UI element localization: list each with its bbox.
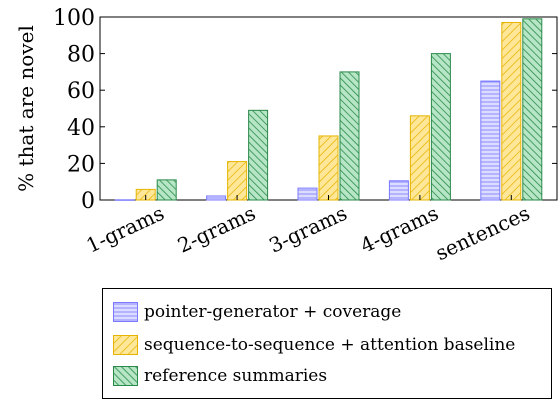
y-tick-label: 40 — [67, 116, 95, 141]
bar-2-grams-series-3 — [248, 109, 269, 201]
legend-swatch — [113, 302, 138, 322]
bar-4-grams-series-1 — [388, 180, 409, 201]
bar-4-grams-series-2 — [409, 115, 430, 201]
bar-2-grams-series-2 — [227, 161, 248, 201]
x-tick-label: 4-grams — [357, 201, 442, 258]
bar-sentences-series-2 — [501, 21, 522, 201]
bar-chart: 0 20 40 60 80 100 % that are novel 1-grams 2-gra… — [14, 6, 558, 265]
y-tick-label: 0 — [81, 189, 95, 214]
x-tick-label: 1-grams — [82, 201, 167, 258]
legend-item: sequence-to-sequence + attention baselin… — [113, 330, 515, 360]
bar-sentences-series-3 — [522, 18, 543, 201]
legend-label: reference summaries — [144, 366, 328, 386]
bar-4-grams-series-3 — [430, 53, 451, 201]
bar-3-grams-series-2 — [318, 135, 339, 201]
bar-3-grams-series-3 — [339, 71, 360, 201]
y-tick-label: 80 — [67, 43, 95, 68]
y-tick-label: 20 — [67, 152, 95, 177]
chart-legend: pointer-generator + coverage sequence-to-… — [102, 288, 552, 399]
bar-3-grams-series-1 — [297, 187, 318, 201]
bar-sentences-series-1 — [480, 80, 501, 201]
bar-1-grams-series-3 — [156, 179, 177, 201]
x-tick-label: 3-grams — [265, 201, 350, 258]
y-tick-label: 60 — [67, 79, 95, 104]
bar-2-grams-series-1 — [206, 195, 227, 201]
x-tick-label: 2-grams — [174, 201, 259, 258]
legend-item: pointer-generator + coverage — [113, 297, 401, 327]
legend-swatch — [113, 335, 138, 355]
y-axis-label: % that are novel — [14, 25, 38, 192]
legend-label: sequence-to-sequence + attention baselin… — [144, 335, 516, 355]
legend-item: reference summaries — [113, 361, 327, 391]
bar-1-grams-series-1 — [114, 199, 135, 201]
legend-swatch — [113, 366, 138, 386]
y-tick-label: 100 — [53, 6, 95, 31]
x-tick-label: sentences — [432, 201, 534, 265]
legend-label: pointer-generator + coverage — [144, 302, 402, 322]
